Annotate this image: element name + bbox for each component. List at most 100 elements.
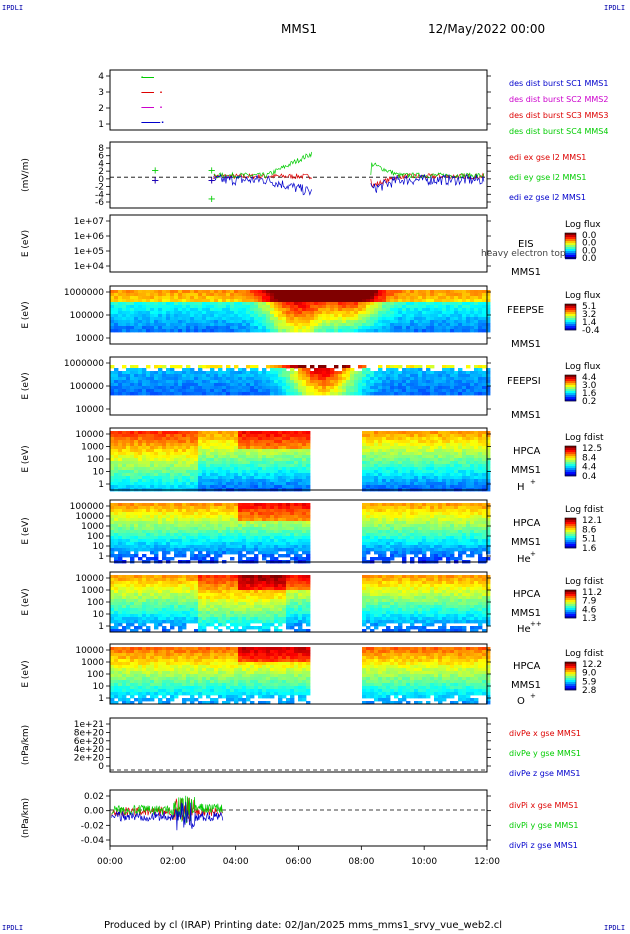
y-tick-label: 100	[87, 532, 104, 542]
species-charge: +	[530, 478, 536, 486]
panel-divpe	[109, 717, 488, 773]
y-tick-label: 10	[93, 468, 105, 478]
instrument-sc: MMS1	[511, 410, 541, 421]
colorbar-tick: 0.4	[582, 472, 597, 482]
y-axis-hpca-o: 10000 1000 100 10 1 E (eV)	[21, 646, 491, 704]
x-axis: 00:00 02:00 04:00 06:00 08:00 10:00 12:00	[97, 846, 500, 867]
instrument-name: FEEPSE	[507, 305, 544, 316]
colorbar-tick: 4.6	[582, 605, 597, 615]
y-axis-label: (nPa/km)	[21, 725, 31, 765]
y-tick-label: -2	[95, 183, 104, 193]
y-tick-label: 100	[87, 670, 104, 680]
y-axis-hpca-hepp: 10000 1000 100 10 1 E (eV)	[21, 574, 491, 632]
legend-entry: divPe x gse MMS1	[509, 729, 581, 738]
e-series-trace	[370, 173, 485, 193]
e-marker: +	[208, 176, 216, 187]
legend-entry: des dist burst SC1 MMS1	[509, 79, 608, 88]
y-axis-hpca-h: 10000 1000 100 10 1 E (eV)	[21, 430, 491, 490]
colorbar-tick: 1.6	[582, 389, 597, 399]
y-tick-label: 8e+20	[74, 728, 105, 738]
colorbar-tick: 2.8	[582, 686, 597, 696]
y-tick-label: 1	[98, 622, 104, 632]
panel-hpca-hepp	[109, 571, 491, 633]
panel-frame	[109, 69, 488, 131]
y-tick-label: 2	[98, 104, 104, 114]
e-marker: +	[208, 166, 216, 177]
y-axis-label: E (eV)	[21, 517, 31, 544]
colorbar-tick: -0.4	[582, 326, 600, 336]
colorbar-tick: 4.4	[582, 463, 597, 473]
y-tick-label: 10	[93, 682, 105, 692]
species-label: H	[517, 482, 525, 493]
colorbar-tick: 9.0	[582, 669, 597, 679]
y-tick-label: 10	[93, 610, 105, 620]
panel-feepse	[109, 285, 491, 345]
colorbar-tick: 0.0	[582, 231, 597, 241]
colorbar-tick: 8.6	[582, 525, 597, 535]
instrument-label-feepse: FEEPSE MMS1	[507, 305, 544, 350]
corner-mark-tl: IPDLI	[2, 4, 24, 12]
e-marker: +	[151, 166, 159, 177]
panel-hpca-o	[109, 643, 491, 705]
y-tick-label: 1000000	[64, 288, 104, 298]
species-charge: +	[530, 692, 536, 700]
instrument-name: EIS	[518, 239, 534, 250]
burst-dot	[160, 91, 162, 93]
legend-entry: edi ez gse l2 MMS1	[509, 193, 586, 202]
y-tick-label: 1000000	[64, 359, 104, 369]
y-tick-label: 100	[87, 455, 104, 465]
colorbar-title: Log flux	[565, 362, 601, 372]
y-tick-label: -0.04	[81, 836, 105, 846]
y-tick-label: 4	[98, 72, 104, 82]
colorbar-title: Log fdist	[565, 577, 604, 587]
y-tick-label: 1000	[81, 586, 104, 596]
colorbar-tick: 0.0	[582, 254, 597, 264]
legend-dist-burst: des dist burst SC1 MMS1 des dist burst SC…	[509, 79, 608, 136]
x-tick-label: 08:00	[348, 857, 374, 867]
colorbar-tick: 8.4	[582, 453, 597, 463]
colorbar-tick: 11.2	[582, 588, 602, 598]
x-tick-label: 04:00	[223, 857, 249, 867]
e-marker: +	[208, 194, 216, 205]
y-axis-label: E (eV)	[21, 445, 31, 472]
instrument-label-hpca-he: HPCA MMS1 He +	[511, 518, 541, 565]
colorbar-tick: 7.9	[582, 597, 597, 607]
y-tick-label: 0	[98, 762, 104, 772]
y-tick-label: 1e+21	[74, 720, 104, 730]
species-label: He	[517, 624, 531, 635]
y-tick-label: 0.00	[84, 807, 104, 817]
species-charge: ++	[530, 620, 542, 628]
e-series-trace	[213, 173, 313, 196]
species-charge: +	[530, 550, 536, 558]
panel-hpca-h	[109, 427, 491, 492]
colorbar-title: Log fdist	[565, 433, 604, 443]
instrument-sc: MMS1	[511, 608, 541, 619]
burst-dot	[160, 106, 162, 108]
x-tick-label: 12:00	[474, 857, 500, 867]
legend-edi-e: edi ex gse l2 MMS1 edi ey gse l2 MMS1 edi …	[509, 153, 587, 202]
legend-entry: des dist burst SC2 MMS2	[509, 95, 608, 104]
legend-entry: des dist burst SC4 MMS4	[509, 127, 608, 136]
instrument-label-feepsi: FEEPSI MMS1	[507, 376, 541, 421]
e-marker: +	[208, 176, 216, 187]
x-tick-label: 06:00	[286, 857, 312, 867]
y-tick-label: 1	[98, 480, 104, 490]
x-tick-label: 00:00	[97, 857, 123, 867]
colorbar-tick: 4.4	[582, 373, 597, 383]
panel-edi-e: + ++ ++ ++	[109, 141, 488, 209]
e-series-trace	[213, 151, 313, 179]
colorbar-tick: 12.1	[582, 516, 602, 526]
y-tick-label: 1	[98, 552, 104, 562]
instrument-name: HPCA	[513, 446, 541, 457]
y-axis-divpi: 0.02 0.00 -0.02 -0.04 (nPa/km)	[21, 792, 491, 846]
y-tick-label: 4	[98, 159, 104, 169]
y-tick-label: 10000	[75, 405, 104, 415]
y-tick-label: 100000	[70, 382, 105, 392]
